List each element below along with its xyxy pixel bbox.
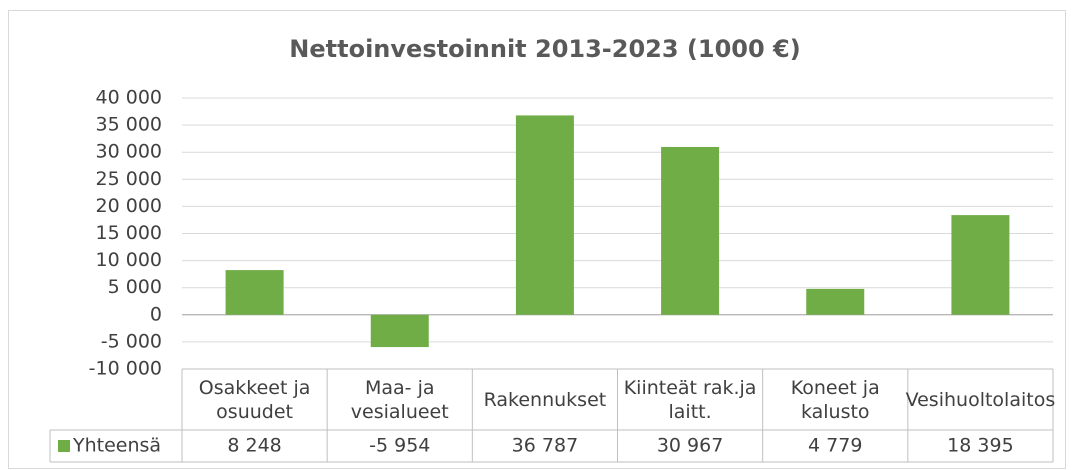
y-tick-label: 5 000 [108, 276, 162, 298]
data-table-value: 8 248 [227, 435, 281, 457]
y-tick-label: 25 000 [96, 168, 162, 190]
bar [370, 314, 429, 348]
y-tick-label: 10 000 [96, 249, 162, 271]
data-table-value: 36 787 [512, 435, 578, 457]
data-table-value: 4 779 [808, 435, 862, 457]
bar [661, 146, 720, 315]
x-tick-label: Kiinteät rak.ja laitt. [624, 377, 757, 423]
y-tick-label: 15 000 [96, 222, 162, 244]
y-tick-label: -5 000 [101, 330, 162, 352]
bar [225, 270, 284, 315]
legend-label: Yhteensä [72, 435, 161, 457]
x-tick-label: Maa- ja vesialueet [351, 377, 449, 423]
x-tick-label: Rakennukset [484, 389, 607, 411]
y-tick-label: 30 000 [96, 141, 162, 163]
bar [515, 115, 574, 315]
y-tick-label: 20 000 [96, 195, 162, 217]
chart-title: Nettoinvestoinnit 2013-2023 (1000 €) [289, 35, 800, 63]
data-table-value: 30 967 [657, 435, 723, 457]
x-tick-label: Osakkeet ja osuudet [199, 377, 311, 423]
y-tick-label: 40 000 [96, 87, 162, 109]
x-tick-label: Vesihuoltolaitos [906, 389, 1056, 411]
data-table-value: 18 395 [947, 435, 1013, 457]
bar [806, 288, 865, 315]
y-tick-label: 0 [150, 303, 162, 325]
x-tick-label: Koneet ja kalusto [791, 377, 880, 423]
y-tick-label: 35 000 [96, 114, 162, 136]
data-table-value: -5 954 [369, 435, 430, 457]
y-tick-label: -10 000 [89, 358, 162, 380]
bar [951, 215, 1010, 315]
legend-swatch [58, 440, 70, 452]
